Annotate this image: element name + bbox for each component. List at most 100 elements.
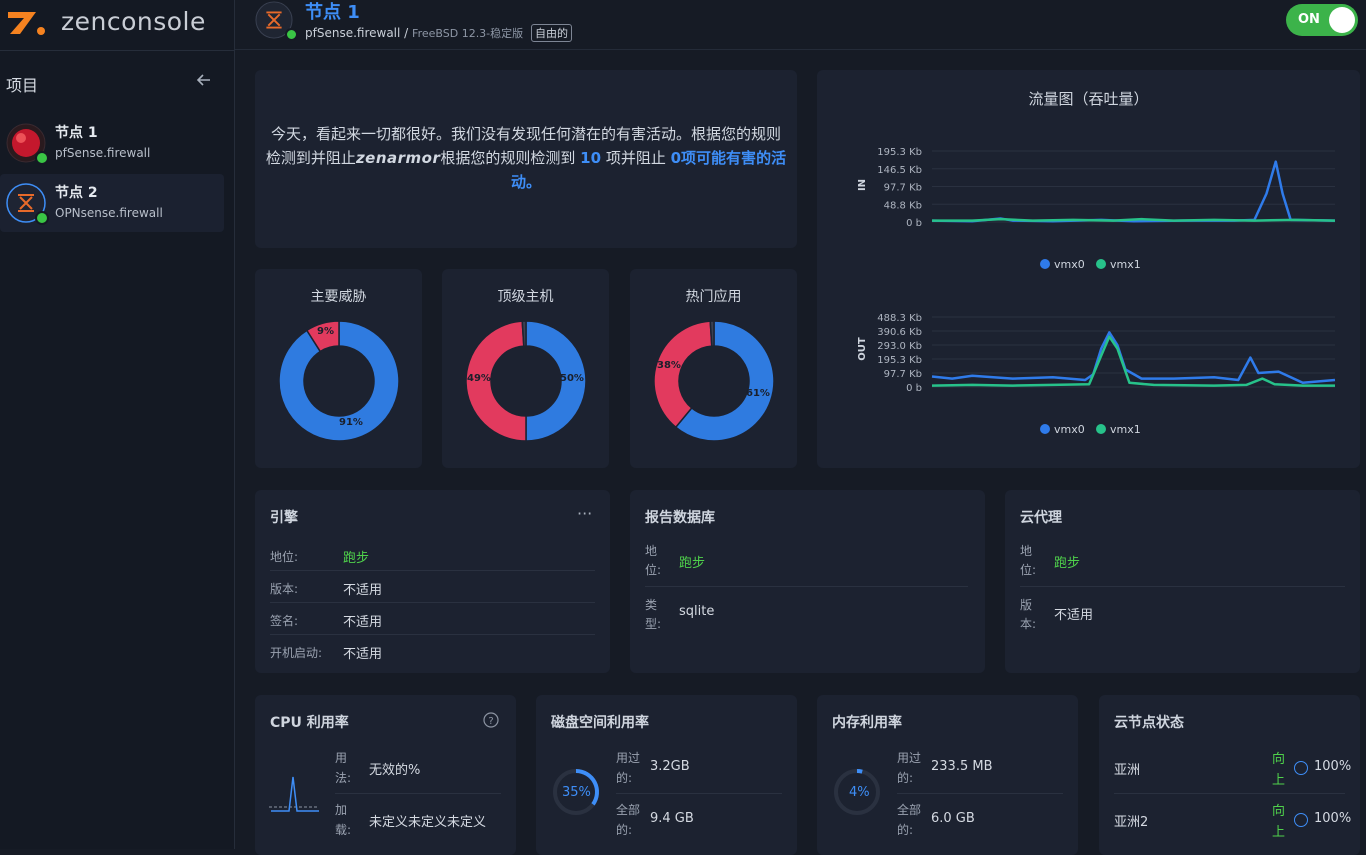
summary-part-2: 根据您的规则检测到	[440, 149, 576, 167]
engine-card: 引擎 ··· 地位: 跑步 版本: 不适用 签名: 不适用 开机启动: 不适用	[255, 490, 610, 673]
axis-tick-label: 0 b	[906, 383, 922, 394]
memory-value: 233.5 MB	[931, 759, 993, 774]
node-subtitle: pfSense.firewall	[55, 146, 151, 160]
help-icon[interactable]: ?	[483, 712, 499, 728]
donut-slice[interactable]	[465, 320, 527, 442]
cpu-key: 载:	[335, 823, 352, 837]
series-line	[932, 217, 1336, 222]
engine-value: 不适用	[343, 615, 383, 630]
cloud-node-status: 向	[1272, 804, 1286, 819]
legend-label[interactable]: vmx1	[1110, 258, 1141, 271]
zenconsole-logo[interactable]: zenconsole	[6, 4, 232, 38]
node-subtitle: OPNsense.firewall	[55, 206, 163, 220]
report-db-title: 报告数据库	[645, 510, 715, 526]
engine-row-version: 版本: 不适用	[270, 571, 595, 603]
license-badge: 自由的	[530, 24, 572, 42]
cloud-proxy-value: 跑步	[1054, 556, 1081, 571]
memory-percent: 4%	[849, 785, 870, 800]
sidebar-item-node-2[interactable]: 节点 2 OPNsense.firewall	[0, 174, 224, 232]
memory-key: 的:	[897, 823, 914, 837]
disk-row-total: 全部 的: 9.4 GB	[616, 797, 782, 845]
cloud-proxy-row-status: 地 位: 跑步	[1020, 538, 1345, 587]
memory-key: 的:	[897, 771, 914, 785]
disk-key: 全部	[616, 803, 641, 817]
donut-slice[interactable]	[278, 320, 400, 442]
report-db-key: 类	[645, 598, 658, 612]
cloud-node-status: 向	[1272, 752, 1286, 767]
report-db-key: 地	[645, 544, 658, 558]
report-db-row-type: 类 型: sqlite	[645, 590, 968, 638]
collapse-arrow-icon[interactable]	[194, 70, 214, 90]
top-hosts-title: 顶级主机	[497, 289, 554, 305]
threat-slice-label: 9%	[317, 326, 334, 337]
cloud-node-status: 上	[1272, 773, 1286, 788]
brand-name: zenconsole	[61, 7, 206, 36]
memory-key: 用过	[897, 751, 922, 765]
ring-fill	[856, 769, 863, 774]
node-firewall-icon	[255, 1, 293, 39]
traffic-chart-title: 流量图（吞吐量）	[1028, 90, 1149, 108]
top-hosts-donut[interactable]	[462, 317, 590, 445]
summary-text: 今天，看起来一切都很好。我们没有发现任何潜在的有害活动。根据您的规则检测到并阻止…	[265, 122, 787, 194]
donut-slice[interactable]	[709, 320, 715, 347]
power-toggle[interactable]: ON	[1286, 4, 1358, 36]
top-apps-donut[interactable]	[650, 317, 778, 445]
more-options-icon[interactable]: ···	[577, 504, 593, 523]
cloud-node-pct: 100%	[1314, 759, 1352, 774]
disk-value: 3.2GB	[650, 759, 690, 774]
disk-value: 9.4 GB	[650, 811, 694, 826]
traffic-chart: 195.3 Kb 146.5 Kb 97.7 Kb 48.8 Kb 0 b IN vmx0 v…	[857, 147, 1336, 436]
legend-swatch-vmx0	[1040, 259, 1050, 269]
host-slice-label: 50%	[560, 373, 584, 384]
top-apps-card: 热门应用 38% 61%	[630, 269, 797, 468]
app-slice-label: 61%	[746, 388, 770, 399]
donut-slice[interactable]	[525, 320, 587, 442]
cloud-proxy-title: 云代理	[1020, 510, 1062, 526]
axis-tick-label: 488.3 Kb	[877, 313, 922, 324]
sidebar-divider	[0, 50, 234, 51]
engine-value: 不适用	[343, 583, 383, 598]
legend-label[interactable]: vmx1	[1110, 423, 1141, 436]
legend-swatch-vmx1	[1096, 259, 1106, 269]
cloud-proxy-key: 本:	[1020, 617, 1037, 631]
memory-card: 内存利用率 4% 用过 的: 233.5 MB 全部 的: 6.0 GB	[817, 695, 1078, 855]
legend-label[interactable]: vmx0	[1054, 258, 1085, 271]
axis-label: IN	[857, 179, 868, 191]
cloud-node-name: 亚洲2	[1114, 815, 1149, 830]
cpu-value: 未定义未定义未定义	[369, 815, 487, 830]
cloud-node-row: 亚洲2 向 上 100%	[1114, 797, 1351, 845]
donut-slice[interactable]	[674, 320, 775, 442]
cloud-proxy-row-version: 版 本: 不适用	[1020, 590, 1345, 638]
donut-slice[interactable]	[521, 320, 527, 347]
sidebar-item-node-1[interactable]: 节点 1 pfSense.firewall	[0, 114, 224, 172]
online-status-icon	[285, 28, 298, 41]
cpu-sparkline-icon	[269, 776, 319, 812]
engine-row-boot: 开机启动: 不适用	[270, 635, 595, 665]
series-line	[931, 331, 1336, 385]
axis-tick-label: 146.5 Kb	[877, 165, 922, 176]
legend-label[interactable]: vmx0	[1054, 423, 1085, 436]
cloud-node-row: 亚洲 向 上 100%	[1114, 745, 1351, 794]
header: 节点 1 pfSense.firewall / FreeBSD 12.3-稳定版…	[235, 0, 1366, 50]
disk-key: 用过	[616, 751, 641, 765]
cpu-value: 无效的%	[369, 763, 421, 778]
donut-slice[interactable]	[305, 320, 340, 353]
top-threats-donut[interactable]	[275, 317, 403, 445]
online-status-icon	[35, 151, 49, 165]
zenarmor-brand: zenarmor	[355, 149, 441, 167]
online-status-icon	[35, 211, 49, 225]
legend-swatch-vmx1	[1096, 424, 1106, 434]
donut-slice[interactable]	[653, 320, 713, 429]
cloud-node-name: 亚洲	[1114, 763, 1141, 778]
node-name: 节点 2	[55, 185, 98, 201]
axis-tick-label: 0 b	[906, 218, 922, 229]
summary-part-3: 项并阻止	[605, 149, 666, 167]
ring-fill	[575, 769, 599, 806]
engine-row-status: 地位: 跑步	[270, 540, 595, 571]
node-breadcrumb: pfSense.firewall / FreeBSD 12.3-稳定版 自由的	[305, 24, 572, 42]
engine-key: 版本:	[270, 582, 299, 596]
traffic-chart-card: 流量图（吞吐量） 195.3 Kb 146.5 Kb 97.7 Kb 48.8 Kb 0…	[817, 70, 1360, 468]
cpu-card: CPU 利用率 ? 用 法: 无效的% 加 载: 未定义未定义未定义	[255, 695, 516, 855]
series-line	[931, 335, 1335, 387]
host-slice-label: 49%	[467, 373, 491, 384]
